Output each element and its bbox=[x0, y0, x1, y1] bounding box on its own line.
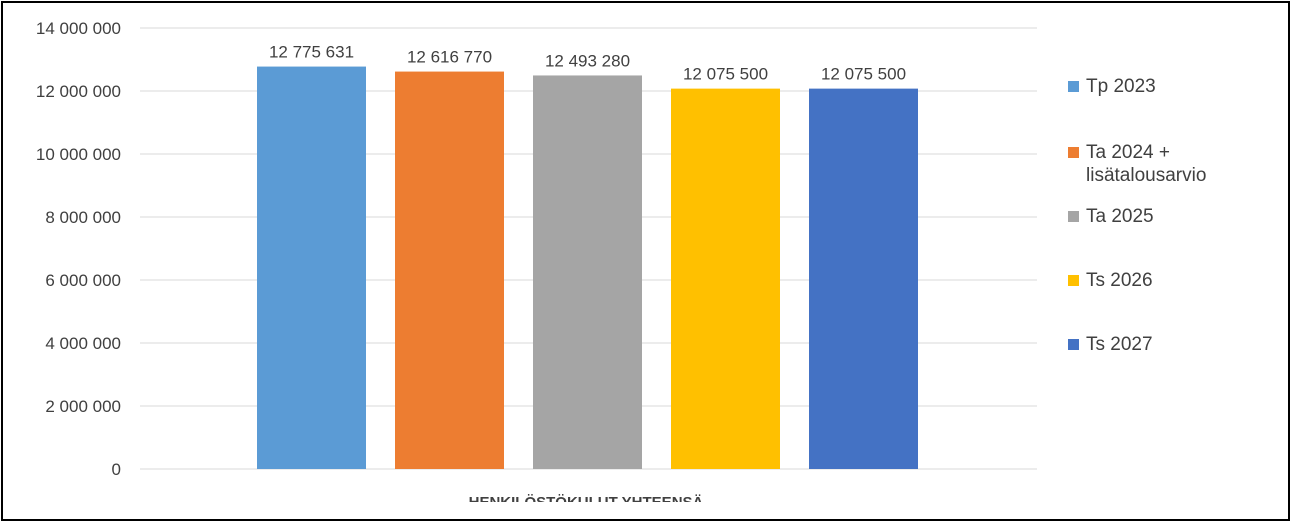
data-labels: 12 775 631 12 616 770 12 493 280 12 075 500… bbox=[269, 43, 906, 84]
data-label: 12 616 770 bbox=[407, 48, 492, 67]
bar bbox=[671, 88, 780, 469]
data-label: 12 493 280 bbox=[545, 51, 630, 70]
legend-swatch bbox=[1068, 211, 1079, 222]
legend-item: Ta 2024 + lisätalousarvio bbox=[1068, 141, 1266, 187]
legend-item: Tp 2023 bbox=[1068, 75, 1266, 98]
y-tick-label: 4 000 000 bbox=[45, 334, 121, 353]
legend-swatch bbox=[1068, 339, 1079, 350]
y-axis-ticks: 0 2 000 000 4 000 000 6 000 000 8 000 000 10 … bbox=[36, 19, 121, 479]
chart-plot: 0 2 000 000 4 000 000 6 000 000 8 000 000 10 … bbox=[36, 19, 1037, 502]
legend-swatch bbox=[1068, 147, 1079, 158]
bar bbox=[809, 88, 918, 469]
legend-swatch bbox=[1068, 275, 1079, 286]
y-tick-label: 6 000 000 bbox=[45, 271, 121, 290]
legend-item: Ts 2026 bbox=[1068, 269, 1266, 292]
legend-label: Ts 2026 bbox=[1086, 270, 1153, 291]
bar bbox=[395, 71, 504, 469]
legend-label: Ta 2024 + lisätalousarvio bbox=[1086, 142, 1207, 186]
legend-item: Ts 2027 bbox=[1068, 333, 1266, 356]
y-tick-label: 0 bbox=[112, 460, 121, 479]
y-tick-label: 14 000 000 bbox=[36, 19, 121, 38]
legend-label: Ta 2025 bbox=[1086, 206, 1154, 227]
data-label: 12 075 500 bbox=[821, 65, 906, 84]
y-tick-label: 10 000 000 bbox=[36, 145, 121, 164]
legend-swatch bbox=[1068, 81, 1079, 92]
data-label: 12 075 500 bbox=[683, 65, 768, 84]
y-tick-label: 8 000 000 bbox=[45, 208, 121, 227]
x-category-label: HENKILÖSTÖKULUT YHTEENSÄ bbox=[469, 494, 704, 502]
bars bbox=[257, 66, 918, 470]
y-tick-label: 2 000 000 bbox=[45, 397, 121, 416]
y-tick-label: 12 000 000 bbox=[36, 82, 121, 101]
legend-item: Ta 2025 bbox=[1068, 205, 1266, 228]
bar bbox=[533, 75, 642, 470]
bar bbox=[257, 66, 366, 469]
legend-label: Ts 2027 bbox=[1086, 334, 1153, 355]
legend-label: Tp 2023 bbox=[1086, 76, 1156, 97]
data-label: 12 775 631 bbox=[269, 43, 354, 62]
